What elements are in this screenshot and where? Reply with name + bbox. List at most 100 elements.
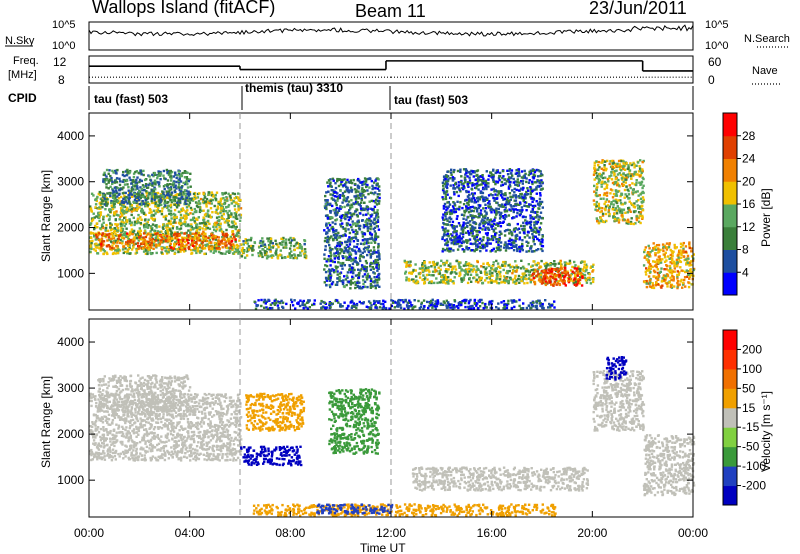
data-cell [345,188,348,191]
data-cell [214,211,217,214]
data-cell [236,234,239,237]
data-cell [343,190,347,193]
data-cell [227,203,231,207]
data-cell [457,194,460,198]
data-cell [552,282,556,285]
data-cell [439,264,442,268]
data-cell [369,282,373,286]
data-cell [113,230,117,233]
data-cell [114,169,117,173]
data-cell [501,280,504,284]
data-cell [474,222,478,226]
data-cell [335,234,338,237]
data-cell [489,250,492,253]
data-cell [178,243,181,246]
data-cell [100,202,103,205]
data-cell [358,203,361,206]
data-cell [354,232,357,236]
data-cell [173,218,176,221]
data-cell [449,197,453,200]
data-cell [286,255,290,258]
data-cell [186,186,190,189]
data-cell [170,246,173,249]
data-cell [134,170,137,174]
data-cell [214,193,217,197]
data-cell [540,172,543,176]
data-cell [99,204,102,207]
data-cell [140,187,144,191]
data-cell [533,270,536,273]
data-cell [122,186,125,189]
data-cell [354,252,358,255]
data-cell [495,207,498,210]
data-cell [525,177,528,180]
data-cell [335,267,338,270]
data-cell [539,184,543,187]
data-cell [221,232,225,235]
data-cell [166,228,169,232]
data-cell [185,243,188,246]
data-cell [532,235,535,238]
data-cell [374,201,377,204]
data-cell [171,225,175,228]
data-cell [121,248,125,251]
data-cell [475,278,478,281]
data-cell [471,170,474,173]
data-cell [279,249,282,252]
data-cell [110,208,113,211]
data-cell [444,282,448,285]
data-cell [508,237,512,240]
data-cell [534,268,537,271]
data-cell [443,176,446,179]
data-cell [446,280,449,284]
data-cell [552,268,556,271]
data-cell [103,171,106,174]
data-cell [160,203,163,207]
data-cell [262,240,265,243]
data-cell [442,204,446,208]
data-cell [122,251,125,255]
data-cell [589,282,593,285]
data-cell [508,232,511,235]
data-cell [485,273,489,276]
data-cell [141,238,144,241]
data-cell [212,251,215,254]
data-cell [338,272,342,275]
data-cell [117,214,120,217]
data-cell [206,219,210,223]
data-cell [343,285,346,289]
data-cell [535,192,538,195]
data-cell [370,262,374,265]
data-cell [541,238,544,241]
data-cell [180,194,184,197]
data-cell [288,252,291,255]
data-cell [115,244,118,248]
data-cell [530,210,533,213]
data-cell [363,189,367,193]
data-cell [102,180,105,183]
data-cell [357,220,360,224]
data-cell [139,234,142,237]
data-cell [471,234,474,238]
data-cell [340,206,343,209]
data-cell [454,210,458,214]
data-cell [146,204,149,207]
data-cell [198,245,202,249]
data-cell [92,194,95,197]
data-cell [513,187,516,191]
data-cell [358,257,361,260]
data-cell [516,184,520,187]
data-cell [185,231,188,235]
data-cell [473,228,476,231]
data-cell [363,280,367,283]
data-cell [501,264,504,267]
data-cell [473,199,477,202]
data-cell [349,240,352,243]
data-cell [220,230,224,233]
data-cell [195,234,198,237]
data-cell [143,226,146,229]
data-cell [525,277,528,281]
data-cell [324,202,328,206]
data-cell [360,188,364,192]
data-cell [181,195,184,199]
